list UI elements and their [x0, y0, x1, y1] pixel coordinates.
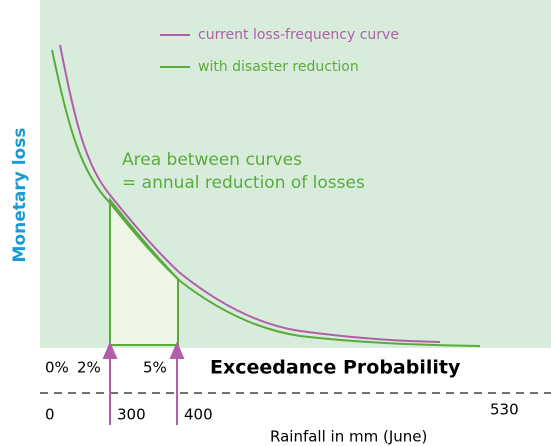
probability-label: 5% [143, 359, 167, 377]
arrow-head [169, 341, 185, 359]
arrow-head [102, 341, 118, 359]
legend-label: current loss-frequency curve [198, 27, 399, 43]
rainfall-title: Rainfall in mm (June) [270, 428, 427, 446]
probability-label: 2% [77, 359, 101, 377]
reduction-area [109, 197, 179, 346]
y-axis-label: Monetary loss [10, 128, 30, 263]
legend-label: with disaster reduction [198, 59, 359, 75]
current-curve [59, 44, 441, 343]
rainfall-label: 530 [490, 401, 519, 419]
reduced-curve [51, 49, 481, 347]
annotation: Area between curves [122, 150, 302, 170]
probability-label: 0% [45, 359, 69, 377]
annotation: = annual reduction of losses [122, 173, 365, 193]
arrows [102, 341, 185, 425]
rainfall-label: 400 [184, 406, 213, 424]
probability-title: Exceedance Probability [210, 357, 461, 379]
rainfall-label: 300 [117, 406, 146, 424]
rainfall-label: 0 [45, 406, 55, 424]
